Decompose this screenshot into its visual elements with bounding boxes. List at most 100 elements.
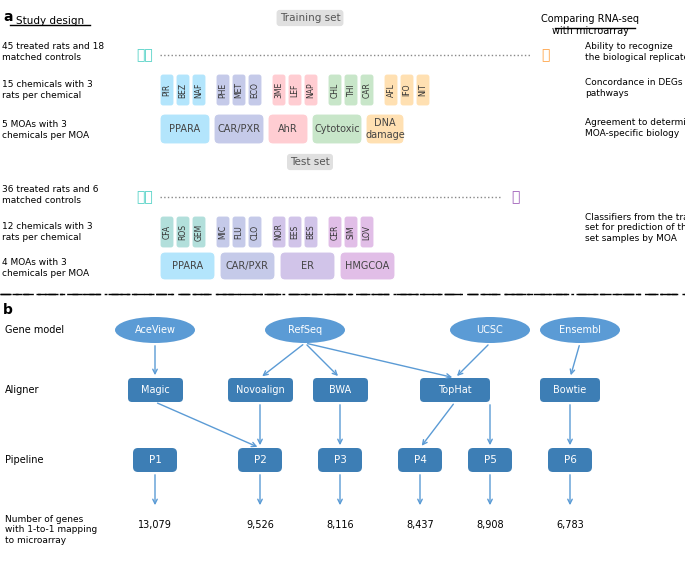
Text: PPARA: PPARA: [172, 261, 203, 271]
FancyBboxPatch shape: [272, 216, 286, 248]
Text: P3: P3: [334, 455, 347, 465]
Text: SIM: SIM: [347, 225, 356, 239]
FancyBboxPatch shape: [238, 448, 282, 472]
FancyBboxPatch shape: [228, 378, 293, 402]
Ellipse shape: [265, 317, 345, 343]
Text: FLU: FLU: [234, 225, 243, 239]
Text: 36 treated rats and 6
matched controls: 36 treated rats and 6 matched controls: [2, 185, 99, 205]
Text: TopHat: TopHat: [438, 385, 472, 395]
Text: 9,526: 9,526: [246, 520, 274, 530]
FancyBboxPatch shape: [160, 216, 174, 248]
FancyBboxPatch shape: [192, 74, 206, 106]
Text: P1: P1: [149, 455, 162, 465]
FancyBboxPatch shape: [133, 448, 177, 472]
Text: Classifiers from the training
set for prediction of the test
set samples by MOA: Classifiers from the training set for pr…: [585, 213, 685, 243]
Text: CLO: CLO: [251, 225, 260, 239]
Text: P6: P6: [564, 455, 577, 465]
FancyBboxPatch shape: [468, 448, 512, 472]
FancyBboxPatch shape: [344, 216, 358, 248]
Text: P2: P2: [253, 455, 266, 465]
Text: NAF: NAF: [195, 82, 203, 98]
Text: DNA
damage: DNA damage: [365, 118, 405, 140]
Text: 🐀: 🐀: [541, 48, 549, 62]
Text: LEF: LEF: [290, 83, 299, 96]
FancyBboxPatch shape: [328, 74, 342, 106]
Text: PIR: PIR: [162, 84, 171, 96]
FancyBboxPatch shape: [214, 114, 264, 144]
Text: Novoalign: Novoalign: [236, 385, 284, 395]
FancyBboxPatch shape: [360, 74, 374, 106]
Text: MET: MET: [234, 82, 243, 98]
Text: CAR: CAR: [362, 82, 371, 98]
FancyBboxPatch shape: [313, 378, 368, 402]
Text: 8,116: 8,116: [326, 520, 354, 530]
FancyBboxPatch shape: [420, 378, 490, 402]
FancyBboxPatch shape: [416, 74, 430, 106]
Text: 6,783: 6,783: [556, 520, 584, 530]
Text: AhR: AhR: [278, 124, 298, 134]
FancyBboxPatch shape: [176, 74, 190, 106]
FancyBboxPatch shape: [232, 74, 246, 106]
Text: IFO: IFO: [403, 83, 412, 96]
FancyBboxPatch shape: [280, 252, 335, 280]
FancyBboxPatch shape: [248, 216, 262, 248]
Ellipse shape: [450, 317, 530, 343]
FancyBboxPatch shape: [344, 74, 358, 106]
FancyBboxPatch shape: [328, 216, 342, 248]
Text: Comparing RNA-seq
with microarray: Comparing RNA-seq with microarray: [541, 14, 639, 36]
Text: PHE: PHE: [219, 82, 227, 98]
Text: 15 chemicals with 3
rats per chemical: 15 chemicals with 3 rats per chemical: [2, 81, 92, 100]
FancyBboxPatch shape: [232, 216, 246, 248]
FancyBboxPatch shape: [540, 378, 600, 402]
FancyBboxPatch shape: [366, 114, 404, 144]
Text: Agreement to determine
MOA-specific biology: Agreement to determine MOA-specific biol…: [585, 118, 685, 138]
Text: Aligner: Aligner: [5, 385, 40, 395]
FancyBboxPatch shape: [272, 74, 286, 106]
FancyBboxPatch shape: [220, 252, 275, 280]
Ellipse shape: [115, 317, 195, 343]
Text: Training set: Training set: [279, 13, 340, 23]
Text: CAR/PXR: CAR/PXR: [218, 124, 260, 134]
Text: THI: THI: [347, 83, 356, 96]
FancyBboxPatch shape: [312, 114, 362, 144]
Text: P4: P4: [414, 455, 427, 465]
Text: BWA: BWA: [329, 385, 351, 395]
FancyBboxPatch shape: [160, 252, 215, 280]
Text: CAR/PXR: CAR/PXR: [226, 261, 269, 271]
Text: Test set: Test set: [290, 157, 330, 167]
FancyBboxPatch shape: [400, 74, 414, 106]
FancyBboxPatch shape: [304, 216, 318, 248]
Text: CHL: CHL: [330, 82, 340, 98]
Text: 3ME: 3ME: [275, 82, 284, 98]
Text: ER: ER: [301, 261, 314, 271]
Text: CFA: CFA: [162, 225, 171, 239]
Ellipse shape: [540, 317, 620, 343]
FancyBboxPatch shape: [384, 74, 398, 106]
FancyBboxPatch shape: [360, 216, 374, 248]
FancyBboxPatch shape: [288, 74, 302, 106]
Text: ROS: ROS: [179, 224, 188, 240]
Text: b: b: [3, 303, 13, 317]
Text: GEM: GEM: [195, 223, 203, 240]
Text: HMGCOA: HMGCOA: [345, 261, 390, 271]
Text: Study design: Study design: [16, 16, 84, 26]
Text: P5: P5: [484, 455, 497, 465]
FancyBboxPatch shape: [128, 378, 183, 402]
Text: Concordance in DEGs and
pathways: Concordance in DEGs and pathways: [585, 78, 685, 98]
FancyBboxPatch shape: [192, 216, 206, 248]
Text: PPARA: PPARA: [169, 124, 201, 134]
FancyBboxPatch shape: [288, 216, 302, 248]
Text: Gene model: Gene model: [5, 325, 64, 335]
Text: Bowtie: Bowtie: [553, 385, 586, 395]
FancyBboxPatch shape: [340, 252, 395, 280]
Text: NOR: NOR: [275, 223, 284, 240]
Text: 8,908: 8,908: [476, 520, 503, 530]
Text: NAP: NAP: [306, 82, 316, 98]
Text: Pipeline: Pipeline: [5, 455, 44, 465]
Text: a: a: [3, 10, 12, 24]
Text: Magic: Magic: [140, 385, 169, 395]
Text: BEZ: BEZ: [179, 82, 188, 98]
Text: 🐀🐀: 🐀🐀: [136, 190, 153, 204]
Text: 45 treated rats and 18
matched controls: 45 treated rats and 18 matched controls: [2, 42, 104, 62]
FancyBboxPatch shape: [160, 74, 174, 106]
